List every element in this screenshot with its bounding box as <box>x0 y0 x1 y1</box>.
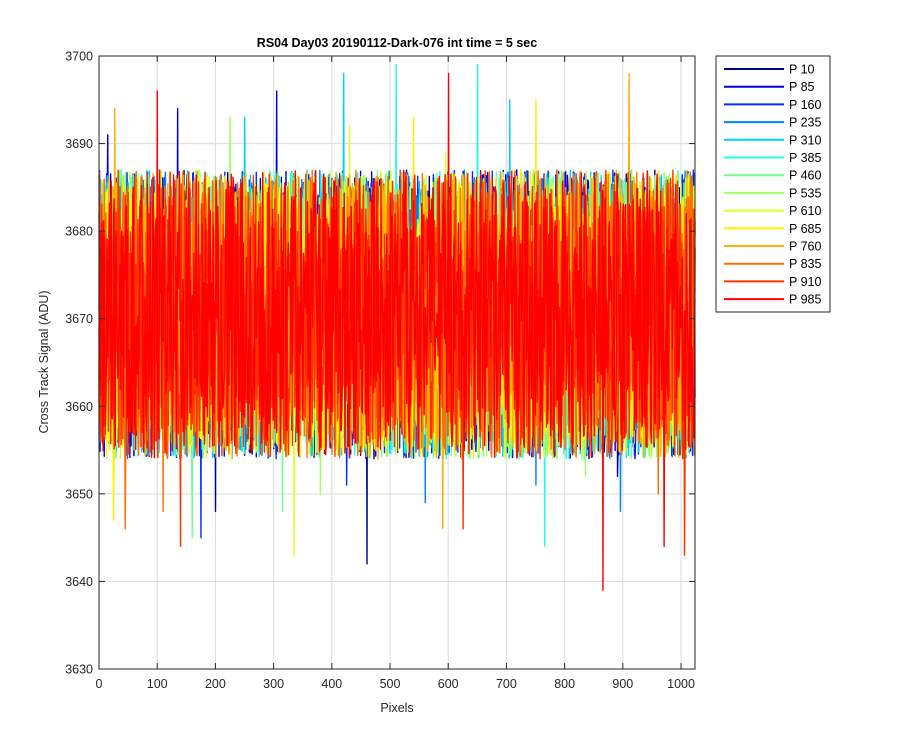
legend-label: P 610 <box>789 204 821 218</box>
x-tick-label: 600 <box>438 677 459 691</box>
axes-box <box>98 55 696 670</box>
legend-label: P 985 <box>789 293 821 307</box>
y-tick-label: 3700 <box>65 50 93 64</box>
tick-marks <box>98 55 695 670</box>
legend-label: P 835 <box>789 257 821 271</box>
y-tick-labels: 3630 3640 3650 3660 3670 3680 3690 3700 <box>65 50 93 677</box>
y-tick-label: 3690 <box>65 137 93 151</box>
legend-label: P 460 <box>789 169 821 183</box>
legend-label: P 910 <box>789 275 821 289</box>
plot-area <box>98 55 696 670</box>
y-axis-label: Cross Track Signal (ADU) <box>37 290 51 433</box>
legend-label: P 10 <box>789 63 815 77</box>
legend-box <box>715 55 831 313</box>
x-tick-label: 500 <box>380 677 401 691</box>
legend-label: P 310 <box>789 133 821 147</box>
x-axis-label: Pixels <box>380 701 413 715</box>
legend-label: P 685 <box>789 222 821 236</box>
y-tick-label: 3640 <box>65 575 93 589</box>
y-tick-label: 3670 <box>65 312 93 326</box>
series-lines <box>98 64 696 591</box>
x-tick-label: 700 <box>496 677 517 691</box>
x-tick-label: 400 <box>321 677 342 691</box>
x-tick-label: 1000 <box>667 677 695 691</box>
x-tick-label: 300 <box>263 677 284 691</box>
chart-title: RS04 Day03 20190112-Dark-076 int time = … <box>257 36 537 50</box>
legend-label: P 760 <box>789 240 821 254</box>
legend-label: P 535 <box>789 186 821 200</box>
legend-label: P 385 <box>789 151 821 165</box>
x-tick-label: 200 <box>205 677 226 691</box>
legend-label: P 160 <box>789 98 821 112</box>
x-tick-label: 900 <box>612 677 633 691</box>
x-tick-label: 0 <box>96 677 103 691</box>
y-tick-label: 3630 <box>65 663 93 677</box>
legend: P 10 P 85 P 160 P 235 P 310 P 385 P 460 P 535 P … <box>715 55 831 313</box>
x-tick-label: 100 <box>147 677 168 691</box>
x-tick-labels: 0 100 200 300 400 500 600 700 800 900 1000 <box>96 677 695 691</box>
legend-label: P 85 <box>789 80 815 94</box>
legend-label: P 235 <box>789 116 821 130</box>
series-line-p-985 <box>98 72 696 591</box>
y-tick-label: 3680 <box>65 225 93 239</box>
x-tick-label: 800 <box>554 677 575 691</box>
y-tick-label: 3650 <box>65 487 93 501</box>
legend-items: P 10 P 85 P 160 P 235 P 310 P 385 P 460 P 535 P … <box>724 63 821 307</box>
y-tick-label: 3660 <box>65 400 93 414</box>
